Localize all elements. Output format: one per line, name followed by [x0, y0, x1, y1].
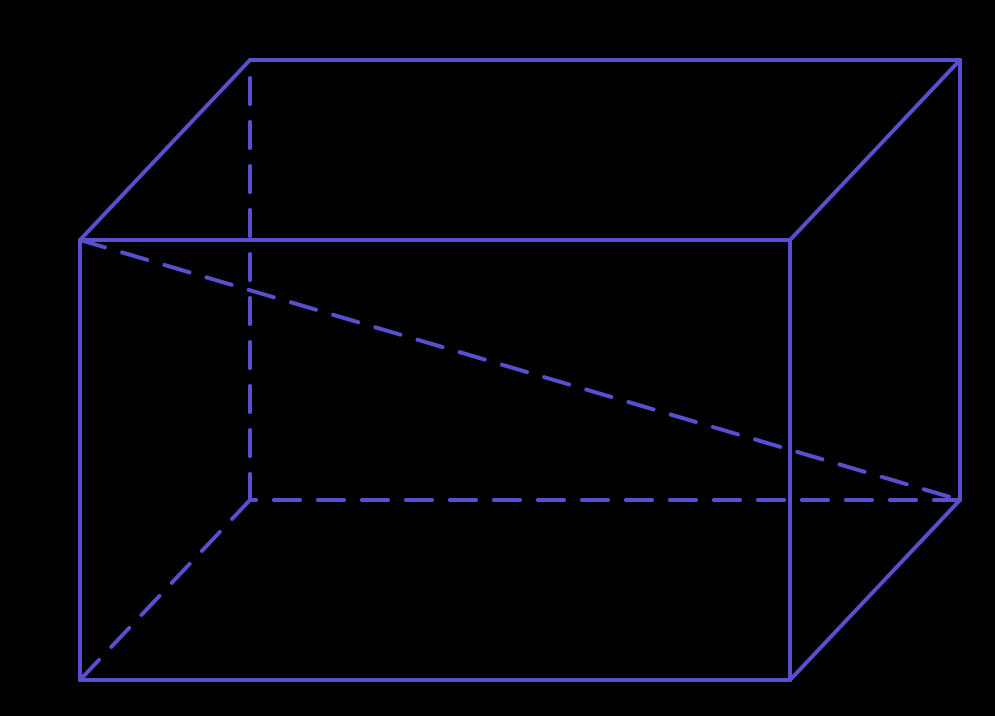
rectangular-prism-diagram [0, 0, 995, 716]
